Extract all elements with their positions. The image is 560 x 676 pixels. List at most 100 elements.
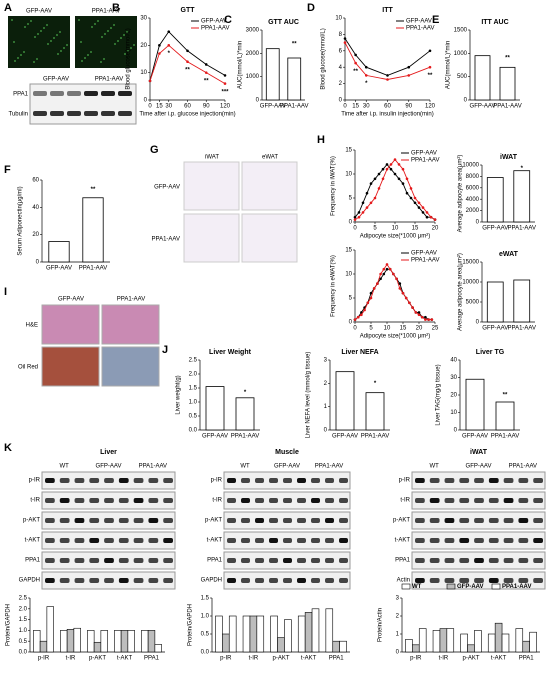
band [241,558,250,563]
band [474,558,484,563]
band [89,518,100,523]
label: p-IR [211,478,223,484]
marker [366,301,370,305]
cell [63,47,65,49]
band [283,538,292,543]
label: GFP-AAV [154,185,180,191]
band [488,518,499,523]
panel-label: E [432,14,439,26]
cell [47,43,49,45]
label: GFP-AAV [96,464,122,470]
label: PPA1-AAV [117,297,145,303]
band [488,538,499,543]
cell [20,54,22,56]
line [354,263,432,321]
x-tick-label: p-AKT [89,656,106,662]
band [311,538,320,543]
y-tick-label: 5 [349,296,353,302]
y-tick-label: 1.5 [19,617,28,623]
band [459,538,470,543]
label: K [4,442,12,454]
marker [158,44,161,47]
label: p-IR [29,478,41,484]
band [241,498,250,503]
annotation: * [365,81,368,87]
x-tick-label: 25 [432,326,439,332]
band [33,111,47,116]
y-axis-label: AUC(mmol/L)*min [446,41,452,89]
band [59,578,70,583]
annotation: ** [503,393,508,399]
band [227,558,236,563]
bar [265,48,280,101]
band [269,518,278,523]
band [488,558,499,563]
annotation: ** [353,69,358,75]
band [148,578,159,583]
cell [81,60,83,62]
band [227,518,236,523]
band [255,478,264,483]
bar [222,633,230,653]
band [474,518,484,523]
band [33,91,47,96]
bar [87,630,95,653]
band [241,478,250,483]
cell [127,50,129,52]
band [45,558,55,563]
y-tick-label: 0 [454,428,458,434]
x-axis-label: Time after i.p. insulin injection(min) [341,112,433,118]
y-tick-label: 1.0 [189,400,198,406]
x-tick-label: PPA1 [519,656,535,662]
bar [60,630,68,653]
band [459,558,470,563]
band [311,498,320,503]
annotation: * [521,166,524,172]
marker [397,163,401,166]
label: I [4,286,7,298]
blot [29,83,137,125]
x-tick-label: GFP-AAV [482,226,508,232]
band [118,498,129,503]
band [533,518,543,523]
band [533,498,543,503]
marker [409,196,413,200]
marker [364,65,368,69]
marker [353,215,357,219]
marker [204,63,208,66]
y-tick-label: 0.5 [189,414,198,420]
band [518,518,529,523]
y-tick-label: 10000 [462,163,479,169]
marker [430,318,434,321]
band [297,578,306,583]
cell [97,20,99,22]
label: WT [430,464,440,470]
cell [23,51,25,53]
x-tick-label: 60 [384,104,391,110]
label: t-AKT [25,538,41,544]
legend-label: GFP-AAV [201,19,227,25]
bar [513,279,531,323]
x-tick-label: GFP-AAV [202,434,228,440]
band [104,518,114,523]
marker [381,177,385,181]
x-tick-label: PPA1-AAV [280,104,308,110]
marker [223,82,227,85]
bar [325,608,334,653]
band [339,578,348,583]
label: iWAT [205,155,219,161]
label: A [4,2,12,14]
legend-label: GFP-AAV [411,151,437,157]
bar [114,630,122,653]
band [518,558,529,563]
y-tick-label: 2 [396,614,400,620]
bar [48,241,70,263]
x-tick-label: 120 [425,104,436,110]
x-tick-label: PPA1-AAV [361,434,389,440]
band [148,558,159,563]
cell [78,19,80,21]
marker [395,277,398,281]
bar [215,615,223,653]
marker [393,158,397,161]
y-tick-label: 15 [345,148,352,154]
